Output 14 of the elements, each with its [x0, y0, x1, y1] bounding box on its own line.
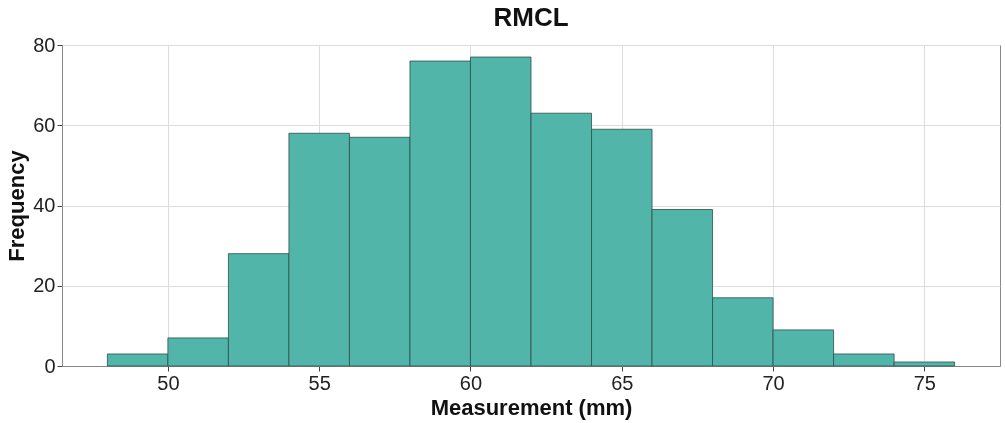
x-tick-label: 75: [913, 371, 936, 394]
x-axis-title: Measurement (mm): [430, 394, 633, 420]
y-tick-label: 60: [33, 113, 56, 136]
x-tick-label: 55: [308, 371, 331, 394]
y-tick-label: 0: [44, 354, 56, 377]
x-tick-label: 50: [157, 371, 180, 394]
y-tick-label: 40: [33, 194, 56, 216]
x-tick-label: 70: [762, 371, 785, 394]
y-axis-title: Frequency: [4, 149, 30, 262]
chart-title: RMCL: [493, 2, 569, 32]
y-tick-label: 20: [33, 274, 56, 297]
x-tick-label: 60: [459, 371, 483, 394]
x-tick-label: 65: [611, 371, 634, 394]
y-tick-label: 80: [33, 33, 56, 56]
